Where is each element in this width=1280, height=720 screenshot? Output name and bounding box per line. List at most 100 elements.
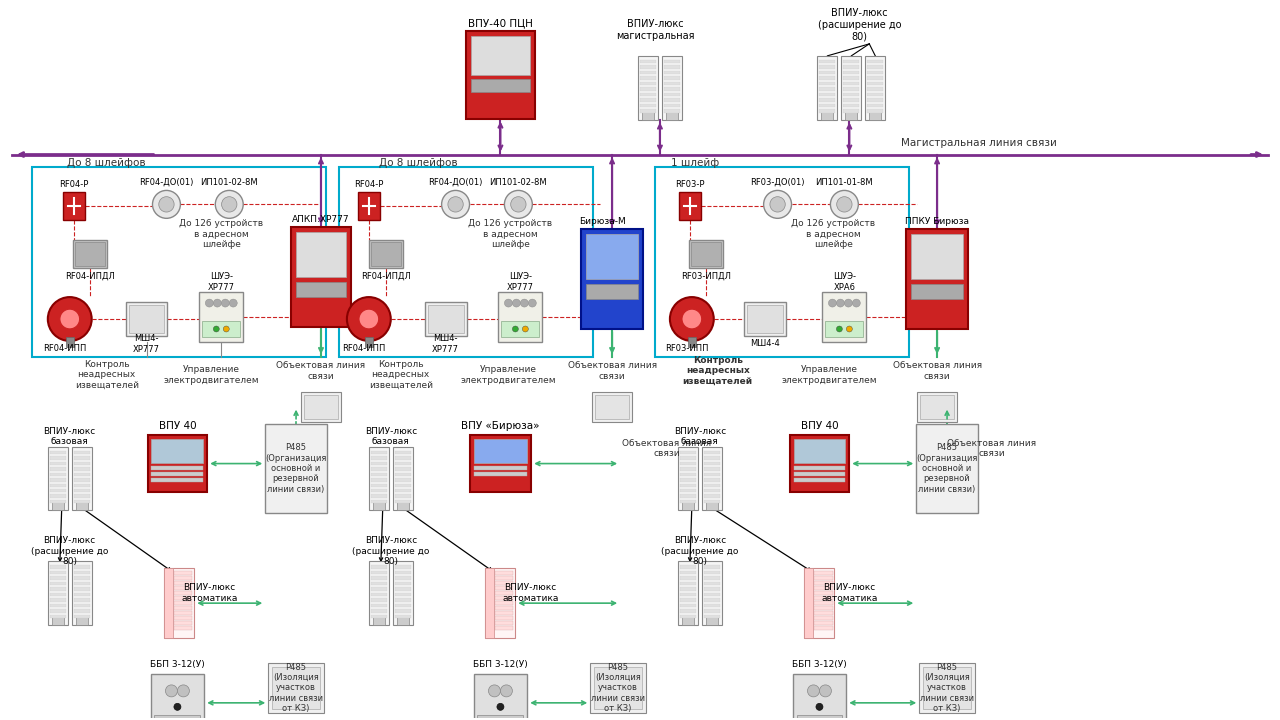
Bar (844, 82, 859, 85)
Bar (662, 56, 682, 120)
Bar (705, 503, 718, 510)
Bar (704, 565, 719, 569)
Text: ВПИУ-люкс
(расширение до
80): ВПИУ-люкс (расширение до 80) (31, 536, 109, 566)
Bar (704, 462, 719, 465)
Bar (868, 82, 883, 85)
Bar (704, 582, 719, 585)
Bar (32, 168, 326, 357)
Circle shape (769, 197, 785, 212)
Text: Управление
электродвигателем: Управление электродвигателем (164, 365, 259, 384)
Bar (394, 576, 411, 580)
Bar (680, 598, 696, 602)
Circle shape (448, 197, 463, 212)
Bar (805, 568, 835, 638)
Text: ББП 3-12(У): ББП 3-12(У) (792, 660, 847, 670)
Text: Магистральная линия связи: Магистральная линия связи (901, 138, 1057, 148)
Bar (50, 467, 65, 471)
Bar (794, 472, 845, 477)
Circle shape (178, 685, 189, 697)
Bar (920, 395, 954, 419)
Bar (844, 98, 859, 102)
Bar (73, 240, 106, 268)
Bar (865, 56, 886, 120)
Text: ВПИУ-люкс
базовая: ВПИУ-люкс базовая (673, 427, 726, 446)
Text: RF04-ДО(01): RF04-ДО(01) (140, 178, 193, 187)
Bar (844, 93, 859, 96)
Text: МШ4-
ХР777: МШ4- ХР777 (133, 334, 160, 354)
Bar (911, 284, 963, 299)
Bar (371, 462, 387, 465)
Circle shape (47, 297, 92, 341)
Bar (814, 581, 832, 585)
Bar (394, 593, 411, 596)
Text: ШУЭ-
ХРА6: ШУЭ- ХРА6 (833, 272, 856, 292)
Bar (680, 462, 696, 465)
Bar (919, 663, 975, 713)
Bar (826, 321, 863, 337)
Text: RF03-ДО(01): RF03-ДО(01) (750, 178, 805, 187)
Bar (586, 284, 637, 299)
Bar (74, 495, 90, 498)
Circle shape (845, 299, 852, 307)
Bar (640, 76, 655, 80)
Text: Контроль
неадресных
извещателей: Контроль неадресных извещателей (369, 360, 433, 390)
Bar (50, 615, 65, 618)
Bar (841, 56, 861, 120)
Bar (147, 435, 207, 492)
Bar (369, 240, 403, 268)
Text: RF04-P: RF04-P (355, 180, 384, 189)
Text: RF04-ИПДЛ: RF04-ИПДЛ (65, 271, 115, 281)
Bar (394, 603, 411, 607)
Circle shape (669, 297, 714, 341)
Bar (371, 588, 387, 590)
Bar (174, 591, 192, 595)
Bar (394, 565, 411, 569)
Bar (50, 565, 65, 569)
Bar (371, 472, 387, 476)
Text: ВПИУ-люкс
автоматика: ВПИУ-люкс автоматика (182, 583, 238, 603)
Circle shape (497, 703, 504, 711)
Bar (495, 581, 513, 585)
Bar (397, 617, 408, 625)
Circle shape (223, 326, 229, 332)
Bar (371, 489, 387, 492)
Bar (63, 192, 84, 220)
Bar (868, 71, 883, 74)
Bar (74, 582, 90, 585)
Bar (680, 451, 696, 454)
Text: RF04-P: RF04-P (59, 180, 88, 189)
Circle shape (828, 299, 836, 307)
Bar (664, 60, 680, 63)
Bar (680, 478, 696, 482)
Bar (691, 242, 721, 266)
Bar (394, 582, 411, 585)
Bar (50, 472, 65, 476)
Circle shape (229, 299, 237, 307)
Bar (273, 667, 320, 708)
Bar (394, 609, 411, 613)
Text: ББП 3-12(У): ББП 3-12(У) (150, 660, 205, 670)
Bar (704, 456, 719, 459)
Circle shape (504, 190, 532, 218)
Bar (369, 446, 389, 510)
Bar (174, 596, 192, 600)
Bar (643, 112, 654, 120)
Bar (818, 56, 837, 120)
Bar (393, 562, 412, 625)
Bar (305, 395, 338, 419)
Bar (814, 586, 832, 590)
Bar (74, 598, 90, 602)
Bar (394, 500, 411, 503)
Bar (394, 456, 411, 459)
Bar (822, 112, 833, 120)
Bar (704, 467, 719, 471)
Circle shape (846, 326, 852, 332)
Bar (495, 611, 513, 615)
Bar (371, 451, 387, 454)
Bar (394, 478, 411, 482)
Text: 1 шлейф: 1 шлейф (671, 158, 719, 168)
Circle shape (836, 299, 845, 307)
Text: ВПИУ-люкс
базовая: ВПИУ-люкс базовая (365, 427, 417, 446)
Bar (74, 242, 105, 266)
Bar (202, 321, 241, 337)
